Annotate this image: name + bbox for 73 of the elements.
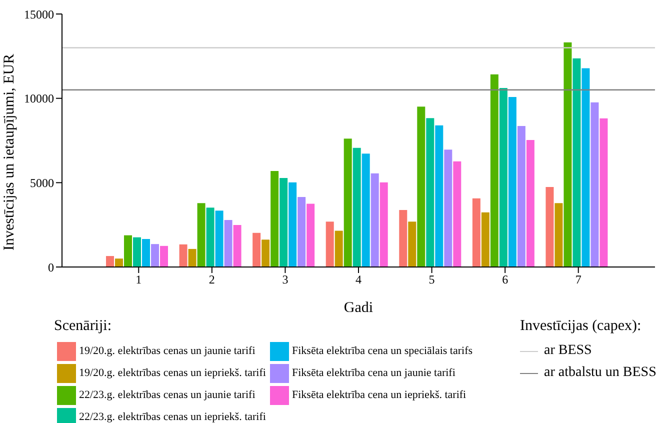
legend-label: 19/20.g. elektrības cenas un iepriekš. tarifi [79,367,266,379]
x-axis-title: Gadi [344,300,374,316]
bar [399,210,408,267]
x-tick-label: 4 [356,272,362,287]
bar [444,150,452,267]
bar [179,244,188,267]
x-tick-label: 6 [502,272,508,287]
bar [380,182,388,267]
bar [270,171,279,267]
x-tick-label: 3 [282,272,288,287]
legend-label: ar atbalstu un BESS [544,365,656,381]
bar [306,204,315,267]
legend-label: Fiksēta elektrība cena un speciālais tarifs [292,345,473,357]
bar [453,161,462,267]
legend-label: 22/23.g. elektrības cenas un jaunie tarifi [79,389,256,401]
x-tick-label: 2 [208,272,215,287]
bar [252,232,261,267]
bar [408,222,416,267]
bar [526,140,534,267]
bar [215,210,224,267]
bar [517,126,526,267]
x-tick-label: 5 [428,272,435,287]
bar [490,74,498,267]
legend-label: Fiksēta elektrība cena un iepriekš. tarifi [292,389,466,401]
bar [224,220,232,267]
y-tick-label: 5000 [30,176,54,190]
bar [600,118,608,267]
bar [124,235,132,267]
bar [572,58,581,267]
bar [106,256,114,267]
bar [197,203,206,267]
bar [554,203,563,267]
bar [582,68,590,267]
y-tick-label: 0 [48,260,54,274]
y-tick-label: 15000 [24,7,54,22]
legend-title: Scenāriji: [54,318,112,335]
legend-label: ar BESS [544,343,592,359]
bar [142,239,150,267]
bar [435,125,444,267]
bar [352,148,361,267]
bar [133,237,141,267]
bar [344,138,352,267]
y-axis-title: Investīcijas un ietaupījumi, EUR [1,54,18,250]
bar [370,173,379,267]
bar [417,106,426,267]
bar [481,212,490,267]
bar [472,198,480,267]
bar [426,118,434,267]
bar [280,178,288,267]
bar [188,248,196,267]
bar [288,182,297,267]
bar [546,187,554,267]
bar [334,230,343,267]
x-tick-label: 1 [136,272,142,287]
bar [206,208,214,267]
y-tick-label: 10000 [24,92,54,106]
bar [326,222,334,267]
bar [298,197,306,267]
x-tick-label: 7 [575,272,582,287]
bar [499,88,508,267]
bar [115,258,123,267]
bar [564,42,572,267]
bar [160,246,168,267]
legend-label: 19/20.g. elektrības cenas un jaunie tarifi [79,345,256,357]
bar [590,102,599,267]
legend-label: 22/23.g. elektrības cenas un iepriekš. tarifi [79,411,266,423]
bar [508,96,516,267]
bar [262,240,270,267]
bar [151,244,159,267]
bar [233,225,242,267]
legend-label: Fiksēta elektrība cena un jaunie tarifi [292,367,456,379]
text: Investīcijas (capex): [520,318,642,335]
bar [362,154,370,267]
